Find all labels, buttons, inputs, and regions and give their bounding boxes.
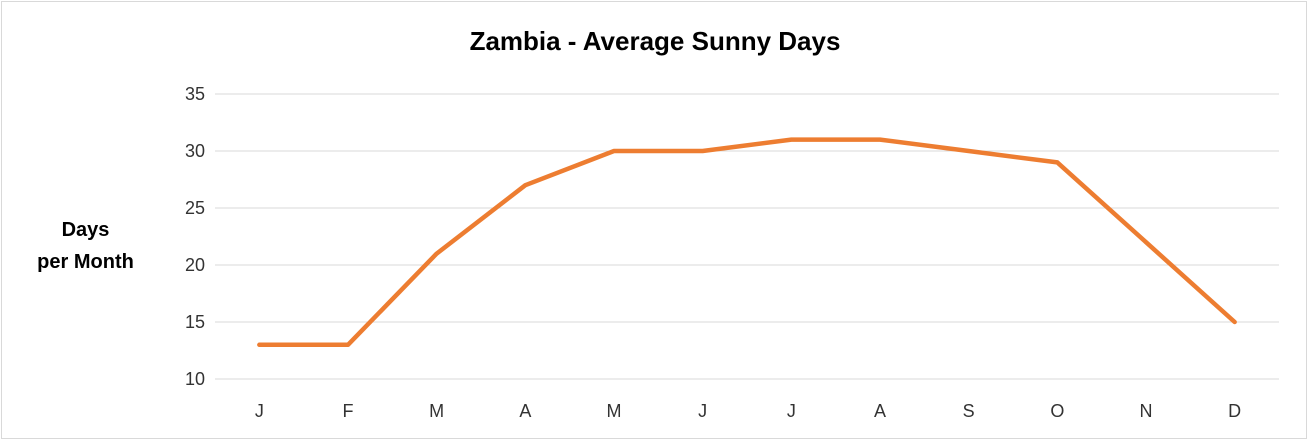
y-tick-labels: 10 15 20 25 30 35 [185,84,205,389]
x-tick-label: M [429,401,444,421]
gridlines [215,93,1279,380]
x-tick-label: S [963,401,975,421]
y-tick-label: 25 [185,198,205,218]
chart-title: Zambia - Average Sunny Days [469,26,841,56]
x-tick-label: O [1050,401,1064,421]
y-tick-label: 30 [185,141,205,161]
series-line [257,137,1237,348]
y-tick-label: 20 [185,255,205,275]
y-axis-label-line-2: per Month [37,251,134,273]
y-axis-label-line-1: Days [61,219,110,241]
x-tick-label: J [698,401,707,421]
series-lines [257,137,1237,348]
x-tick-label: D [1228,401,1241,421]
y-tick-label: 15 [185,312,205,332]
x-tick-label: A [519,401,531,421]
x-tick-label: M [607,401,622,421]
x-tick-label: J [787,401,796,421]
x-tick-label: A [874,401,886,421]
y-tick-label: 35 [185,84,205,104]
x-tick-label: F [343,401,354,421]
y-axis-label: Days per Month [18,214,153,278]
y-tick-label: 10 [185,369,205,389]
x-tick-label: J [255,401,264,421]
x-tick-label: N [1140,401,1153,421]
